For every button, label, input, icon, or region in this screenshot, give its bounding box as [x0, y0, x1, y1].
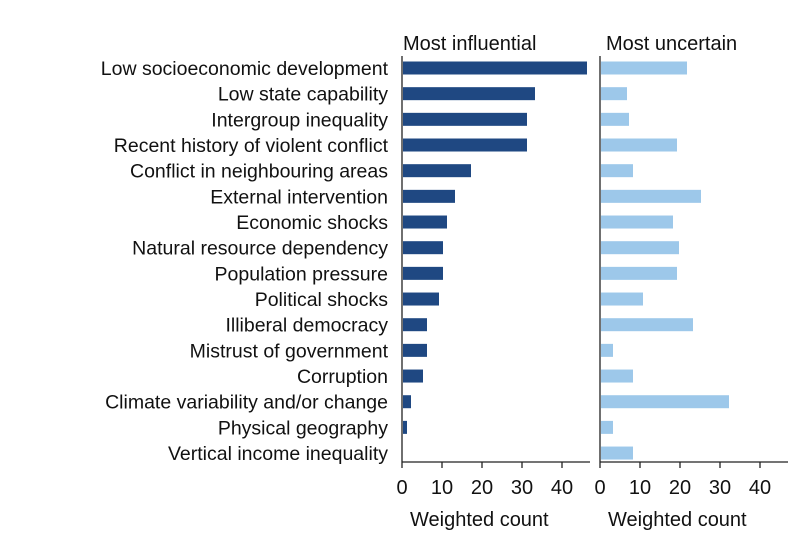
- category-label-low-state-capability: Low state capability: [218, 84, 388, 106]
- x-tick-label-most-uncertain-30: 30: [709, 477, 731, 499]
- x-axis-label-most-influential: Weighted count: [410, 509, 549, 531]
- bar-most-influential-illiberal-democracy: [403, 318, 427, 332]
- x-ticks-most-uncertain: 0 10 20 30 40: [594, 462, 771, 499]
- bar-most-influential-recent-history-of-violent-conflict: [403, 138, 527, 152]
- bar-most-influential-political-shocks: [403, 292, 439, 306]
- bar-most-uncertain-external-intervention: [601, 189, 701, 203]
- bar-most-uncertain-mistrust-of-government: [601, 343, 613, 357]
- category-label-mistrust-of-government: Mistrust of government: [190, 340, 389, 362]
- panel-title-most-influential: Most influential: [403, 33, 536, 55]
- x-tick-label-most-uncertain-10: 10: [629, 477, 651, 499]
- x-tick-label-most-influential-10: 10: [431, 477, 453, 499]
- category-label-political-shocks: Political shocks: [255, 289, 389, 311]
- bar-most-influential-climate-variability-and-or-change: [403, 395, 411, 409]
- x-tick-label-most-uncertain-40: 40: [749, 477, 771, 499]
- bar-most-uncertain-vertical-income-inequality: [601, 446, 633, 460]
- x-tick-label-most-influential-30: 30: [511, 477, 533, 499]
- category-label-recent-history-of-violent-conflict: Recent history of violent conflict: [114, 135, 389, 157]
- bar-most-uncertain-illiberal-democracy: [601, 318, 693, 332]
- bar-most-uncertain-low-socioeconomic-development: [601, 61, 687, 75]
- bar-most-influential-mistrust-of-government: [403, 343, 427, 357]
- category-label-population-pressure: Population pressure: [215, 263, 388, 285]
- bar-most-uncertain-low-state-capability: [601, 87, 627, 101]
- bar-most-influential-intergroup-inequality: [403, 112, 527, 126]
- bar-most-uncertain-corruption: [601, 369, 633, 383]
- category-label-economic-shocks: Economic shocks: [236, 212, 388, 234]
- bar-most-uncertain-political-shocks: [601, 292, 643, 306]
- bar-most-influential-conflict-in-neighbouring-areas: [403, 164, 471, 178]
- bar-most-influential-external-intervention: [403, 189, 455, 203]
- category-label-intergroup-inequality: Intergroup inequality: [211, 109, 388, 131]
- category-label-physical-geography: Physical geography: [218, 417, 388, 439]
- category-label-illiberal-democracy: Illiberal democracy: [225, 315, 388, 337]
- bar-most-influential-low-socioeconomic-development: [403, 61, 587, 75]
- category-label-natural-resource-dependency: Natural resource dependency: [132, 238, 388, 260]
- x-tick-label-most-influential-0: 0: [396, 477, 407, 499]
- panel-title-most-uncertain: Most uncertain: [606, 33, 737, 55]
- bar-most-influential-physical-geography: [403, 420, 407, 434]
- category-labels: Low socioeconomic development Low state c…: [101, 58, 389, 465]
- category-label-external-intervention: External intervention: [210, 186, 388, 208]
- category-label-climate-variability-and-or-change: Climate variability and/or change: [105, 392, 388, 414]
- bar-most-influential-population-pressure: [403, 266, 443, 280]
- bar-most-uncertain-intergroup-inequality: [601, 112, 629, 126]
- category-label-low-socioeconomic-development: Low socioeconomic development: [101, 58, 389, 80]
- bar-most-uncertain-conflict-in-neighbouring-areas: [601, 164, 633, 178]
- bar-most-influential-low-state-capability: [403, 87, 535, 101]
- panel-most-uncertain: Most uncertain 0 10 20 30 40 Weighted count: [594, 33, 788, 531]
- bar-most-uncertain-natural-resource-dependency: [601, 241, 679, 255]
- x-tick-label-most-uncertain-0: 0: [594, 477, 605, 499]
- x-tick-label-most-influential-20: 20: [471, 477, 493, 499]
- bar-most-uncertain-population-pressure: [601, 266, 677, 280]
- bars-most-uncertain: [601, 61, 729, 460]
- category-label-conflict-in-neighbouring-areas: Conflict in neighbouring areas: [130, 161, 388, 183]
- x-tick-label-most-uncertain-20: 20: [669, 477, 691, 499]
- panel-most-influential: Most influential 0 10 20 30 40 Weighted coun…: [396, 33, 590, 531]
- bar-most-uncertain-physical-geography: [601, 420, 613, 434]
- bar-most-influential-corruption: [403, 369, 423, 383]
- x-tick-label-most-influential-40: 40: [551, 477, 573, 499]
- x-axis-label-most-uncertain: Weighted count: [608, 509, 747, 531]
- category-label-corruption: Corruption: [297, 366, 388, 388]
- bar-most-uncertain-recent-history-of-violent-conflict: [601, 138, 677, 152]
- bar-most-influential-natural-resource-dependency: [403, 241, 443, 255]
- category-label-vertical-income-inequality: Vertical income inequality: [168, 443, 388, 465]
- bar-most-uncertain-climate-variability-and-or-change: [601, 395, 729, 409]
- bars-most-influential: [403, 61, 587, 434]
- bar-most-influential-economic-shocks: [403, 215, 447, 229]
- x-ticks-most-influential: 0 10 20 30 40: [396, 462, 573, 499]
- bar-most-uncertain-economic-shocks: [601, 215, 673, 229]
